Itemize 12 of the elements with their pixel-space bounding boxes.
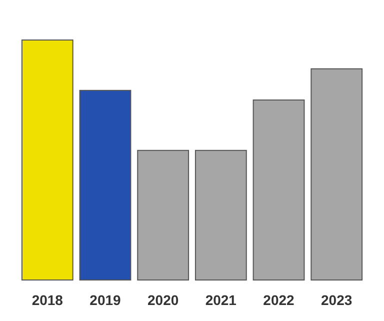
x-tick-label: 2021: [205, 292, 237, 308]
bar: [21, 40, 74, 280]
x-tick-label: 2020: [148, 292, 179, 308]
x-tick-label: 2018: [32, 292, 64, 308]
bar: [79, 90, 132, 280]
x-tick-label: 2023: [321, 292, 352, 308]
bar: [137, 150, 190, 280]
bar: [252, 100, 305, 280]
bar: [194, 150, 247, 280]
x-tick-label: 2022: [263, 292, 295, 308]
x-tick-label: 2019: [90, 292, 122, 308]
bar: [310, 68, 363, 280]
